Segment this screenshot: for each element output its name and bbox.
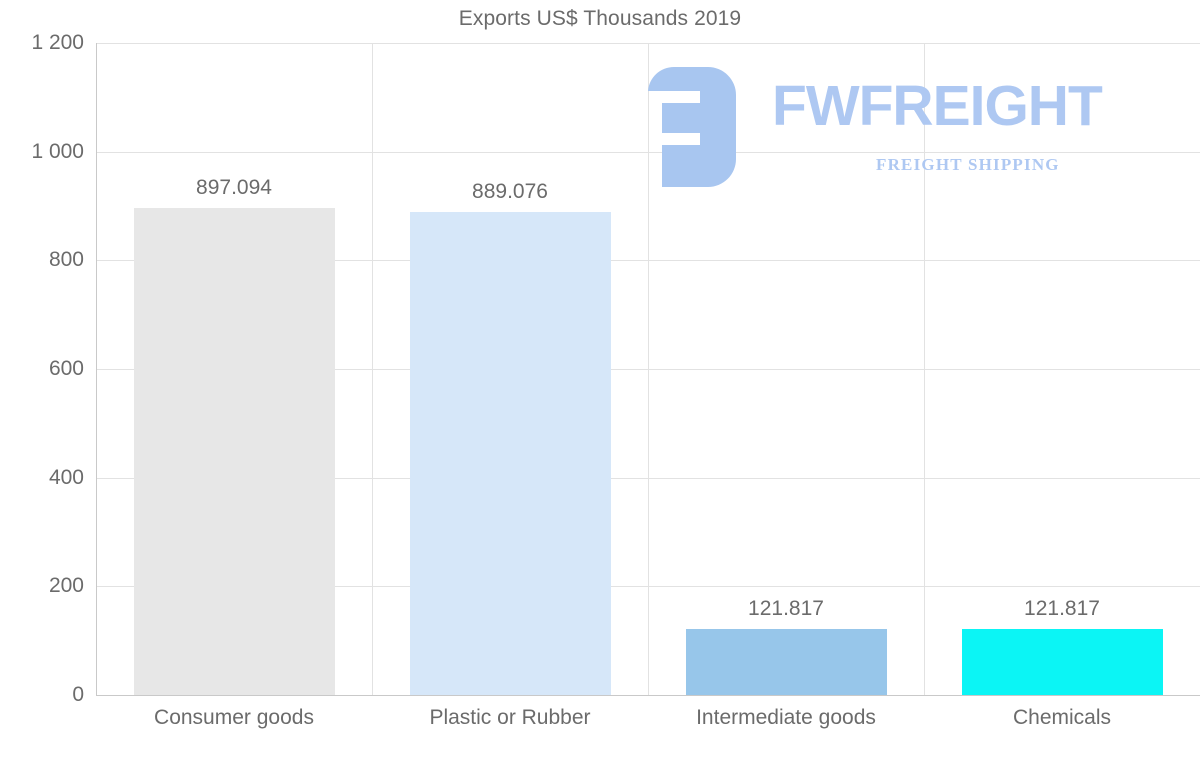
y-axis-tick-label: 200 xyxy=(48,574,84,598)
y-axis-tick-label: 400 xyxy=(48,465,84,489)
y-axis-tick-label: 800 xyxy=(48,248,84,272)
bar[interactable] xyxy=(410,212,611,695)
gridline-vertical xyxy=(924,43,925,695)
x-axis-tick-label: Chemicals xyxy=(1012,706,1112,729)
y-axis-tick-label: 600 xyxy=(48,357,84,380)
gridline-vertical xyxy=(372,43,373,695)
bar-value-label: 121.817 xyxy=(748,596,824,620)
bar-value-label: 121.817 xyxy=(1024,596,1100,620)
bar-value-label: 889.076 xyxy=(472,179,548,203)
x-axis-tick-label: Consumer goods xyxy=(154,706,314,729)
y-axis-tick-label: 1 000 xyxy=(31,139,84,163)
bar[interactable] xyxy=(962,629,1163,695)
y-axis-tick-label: 1 200 xyxy=(31,31,84,54)
gridline-vertical xyxy=(648,43,649,695)
chart-title: Exports US$ Thousands 2019 xyxy=(458,7,742,30)
x-axis-tick-label: Intermediate goods xyxy=(696,706,876,729)
gridline-vertical xyxy=(96,43,97,695)
gridline-horizontal xyxy=(96,695,1200,696)
plot-area xyxy=(96,43,1200,696)
x-axis-tick-label: Plastic or Rubber xyxy=(429,706,591,729)
bar[interactable] xyxy=(134,208,335,695)
bar-value-label: 897.094 xyxy=(196,175,272,199)
bar[interactable] xyxy=(686,629,887,695)
y-axis-tick-label: 0 xyxy=(72,683,84,706)
